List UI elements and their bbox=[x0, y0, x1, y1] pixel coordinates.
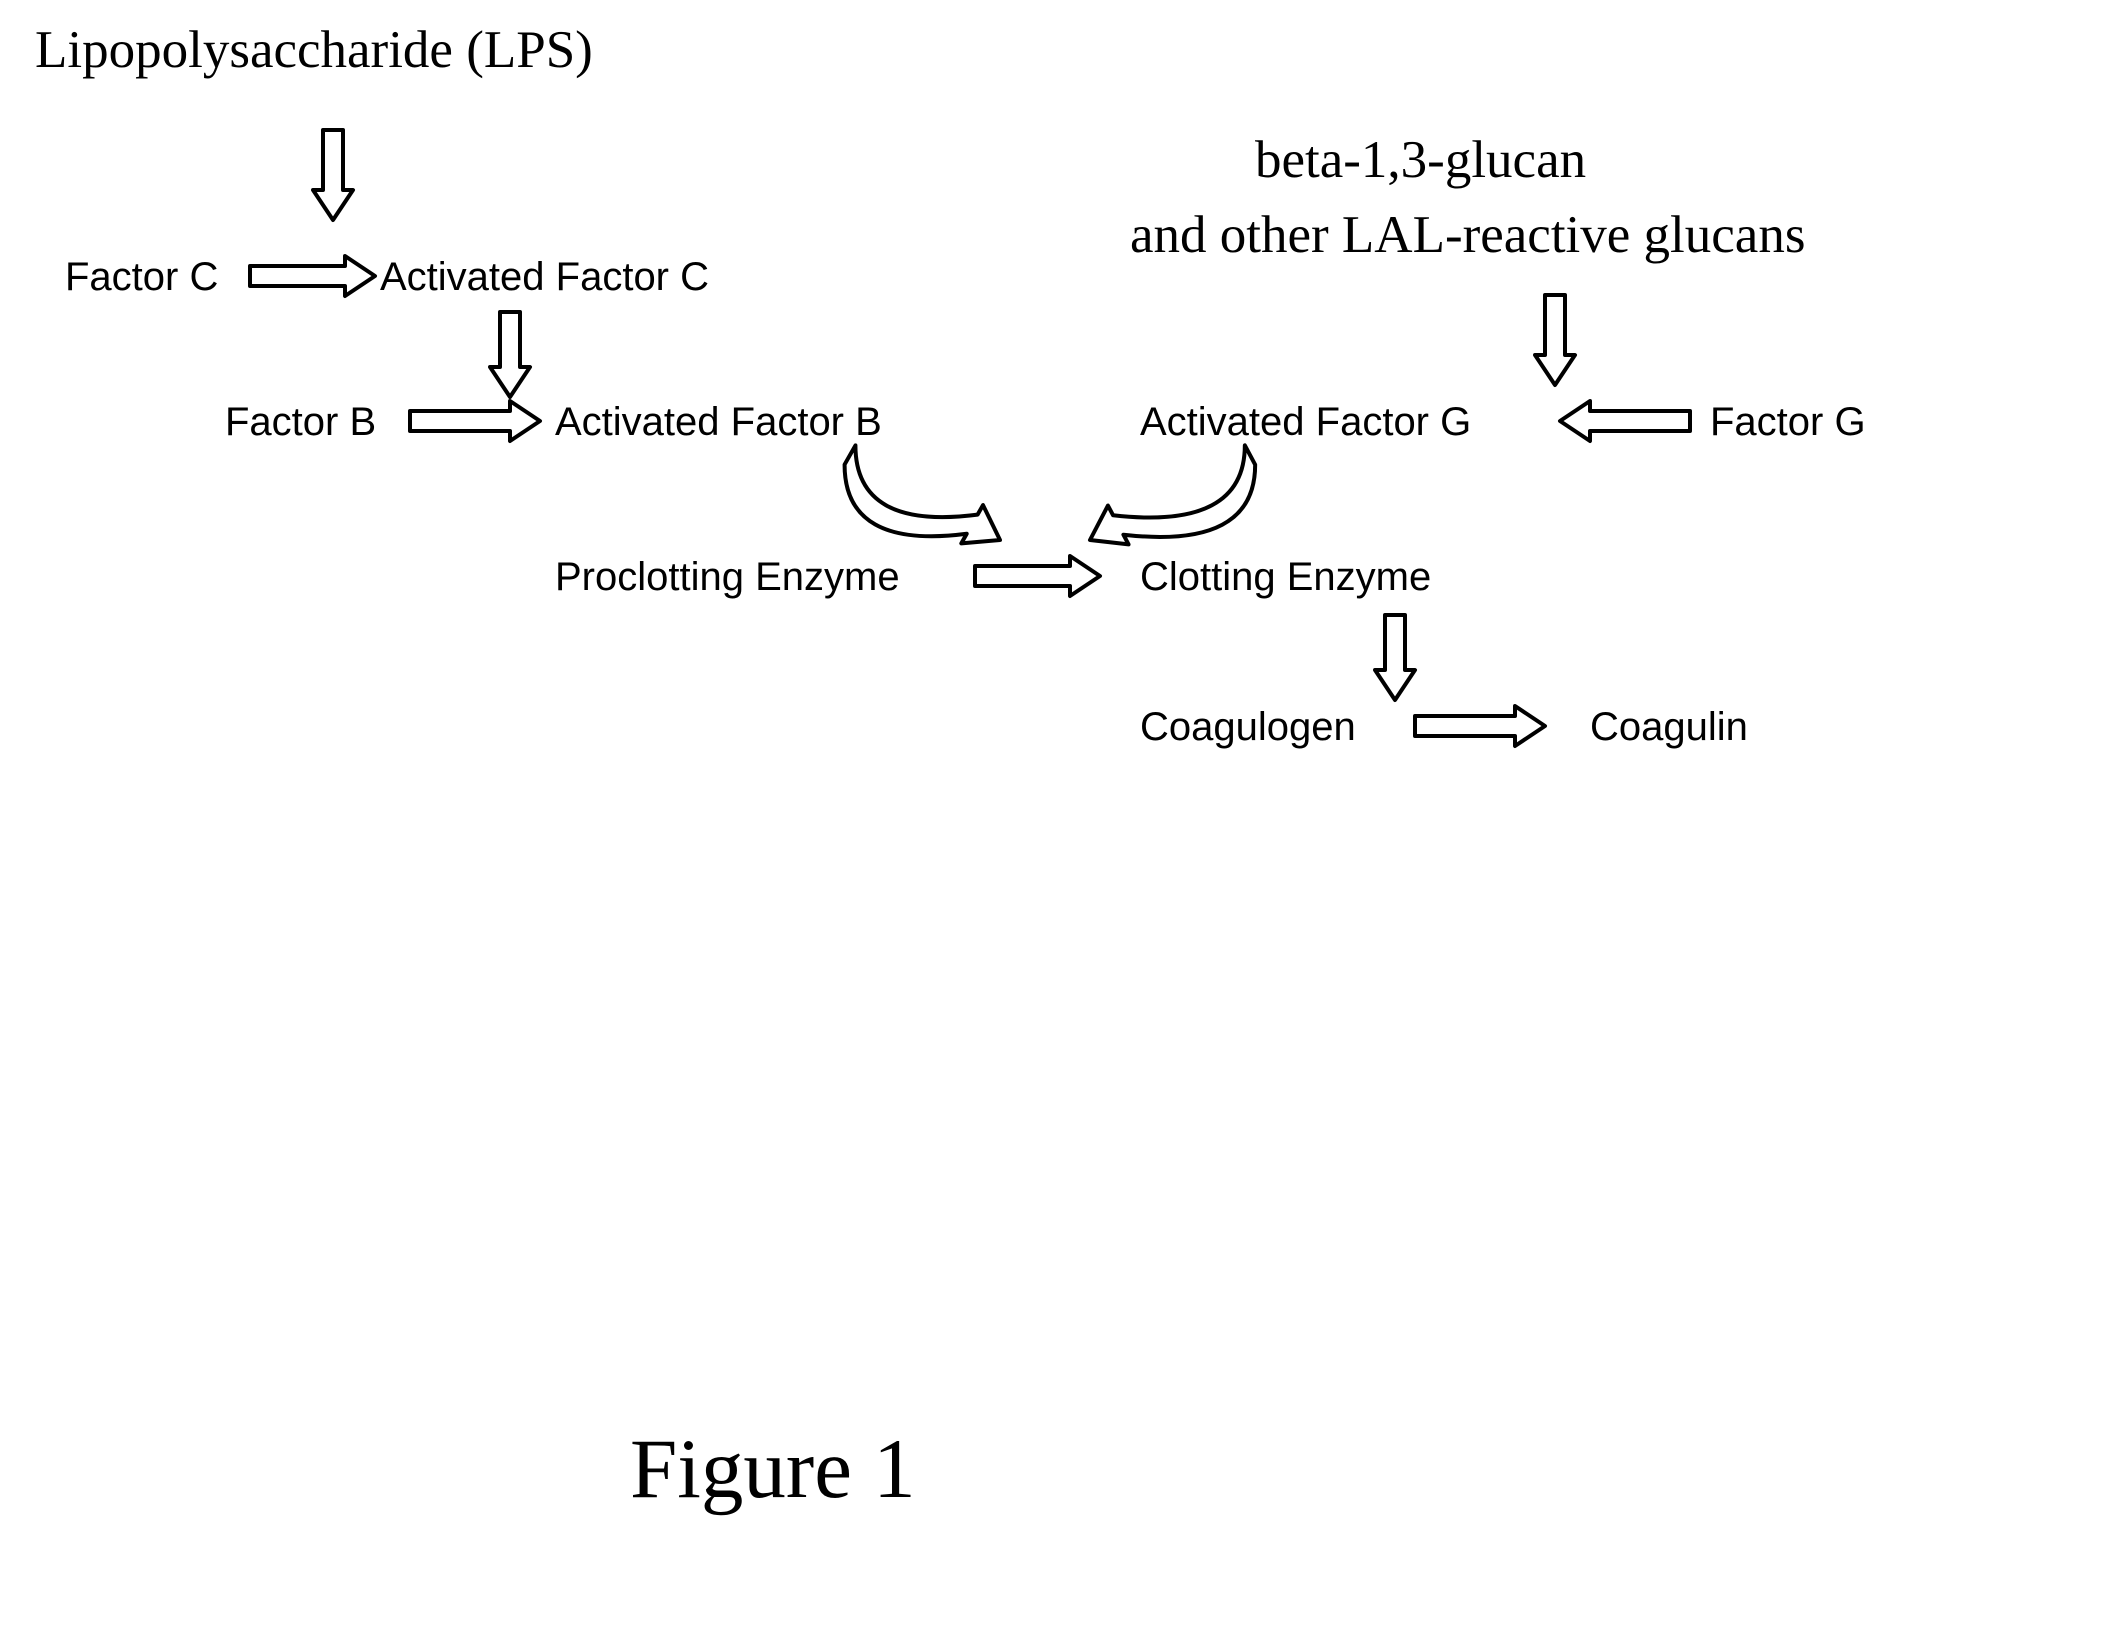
factor-c-label: Factor C bbox=[65, 255, 218, 300]
arrow-factor_b_to_activated_b bbox=[410, 401, 540, 441]
arrow-factor_g_to_activated_g bbox=[1560, 401, 1690, 441]
coagulogen-label: Coagulogen bbox=[1140, 705, 1356, 750]
figure-caption: Figure 1 bbox=[630, 1420, 916, 1518]
activated-factor-g-label: Activated Factor G bbox=[1140, 400, 1471, 445]
lps-label-handwritten: Lipopolysaccharide (LPS) bbox=[35, 20, 593, 80]
beta-glucan-line1: beta-1,3-glucan bbox=[1255, 130, 1586, 190]
activated-factor-b-label: Activated Factor B bbox=[555, 400, 882, 445]
activated-factor-c-label: Activated Factor C bbox=[380, 255, 709, 300]
arrow-proclotting_to_clotting bbox=[975, 556, 1100, 596]
arrow-factorc_to_activated_c bbox=[250, 256, 375, 296]
arrow-clotting_to_coagulogen bbox=[1375, 615, 1415, 700]
proclotting-enzyme-label: Proclotting Enzyme bbox=[555, 555, 900, 600]
arrow-glucan_to_factor_g bbox=[1535, 295, 1575, 385]
coagulin-label: Coagulin bbox=[1590, 705, 1748, 750]
beta-glucan-line2: and other LAL-reactive glucans bbox=[1130, 205, 1805, 265]
clotting-enzyme-label: Clotting Enzyme bbox=[1140, 555, 1431, 600]
arrow-activated_c_to_factor_b bbox=[490, 312, 530, 397]
arrow-coagulogen_to_coagulin bbox=[1415, 706, 1545, 746]
arrow-lps_to_factorc bbox=[313, 130, 353, 220]
factor-g-label: Factor G bbox=[1710, 400, 1866, 445]
arrow-activated_g_to_clotting bbox=[1090, 445, 1255, 544]
factor-b-label: Factor B bbox=[225, 400, 376, 445]
arrow-activated_b_to_clotting bbox=[845, 445, 1000, 543]
